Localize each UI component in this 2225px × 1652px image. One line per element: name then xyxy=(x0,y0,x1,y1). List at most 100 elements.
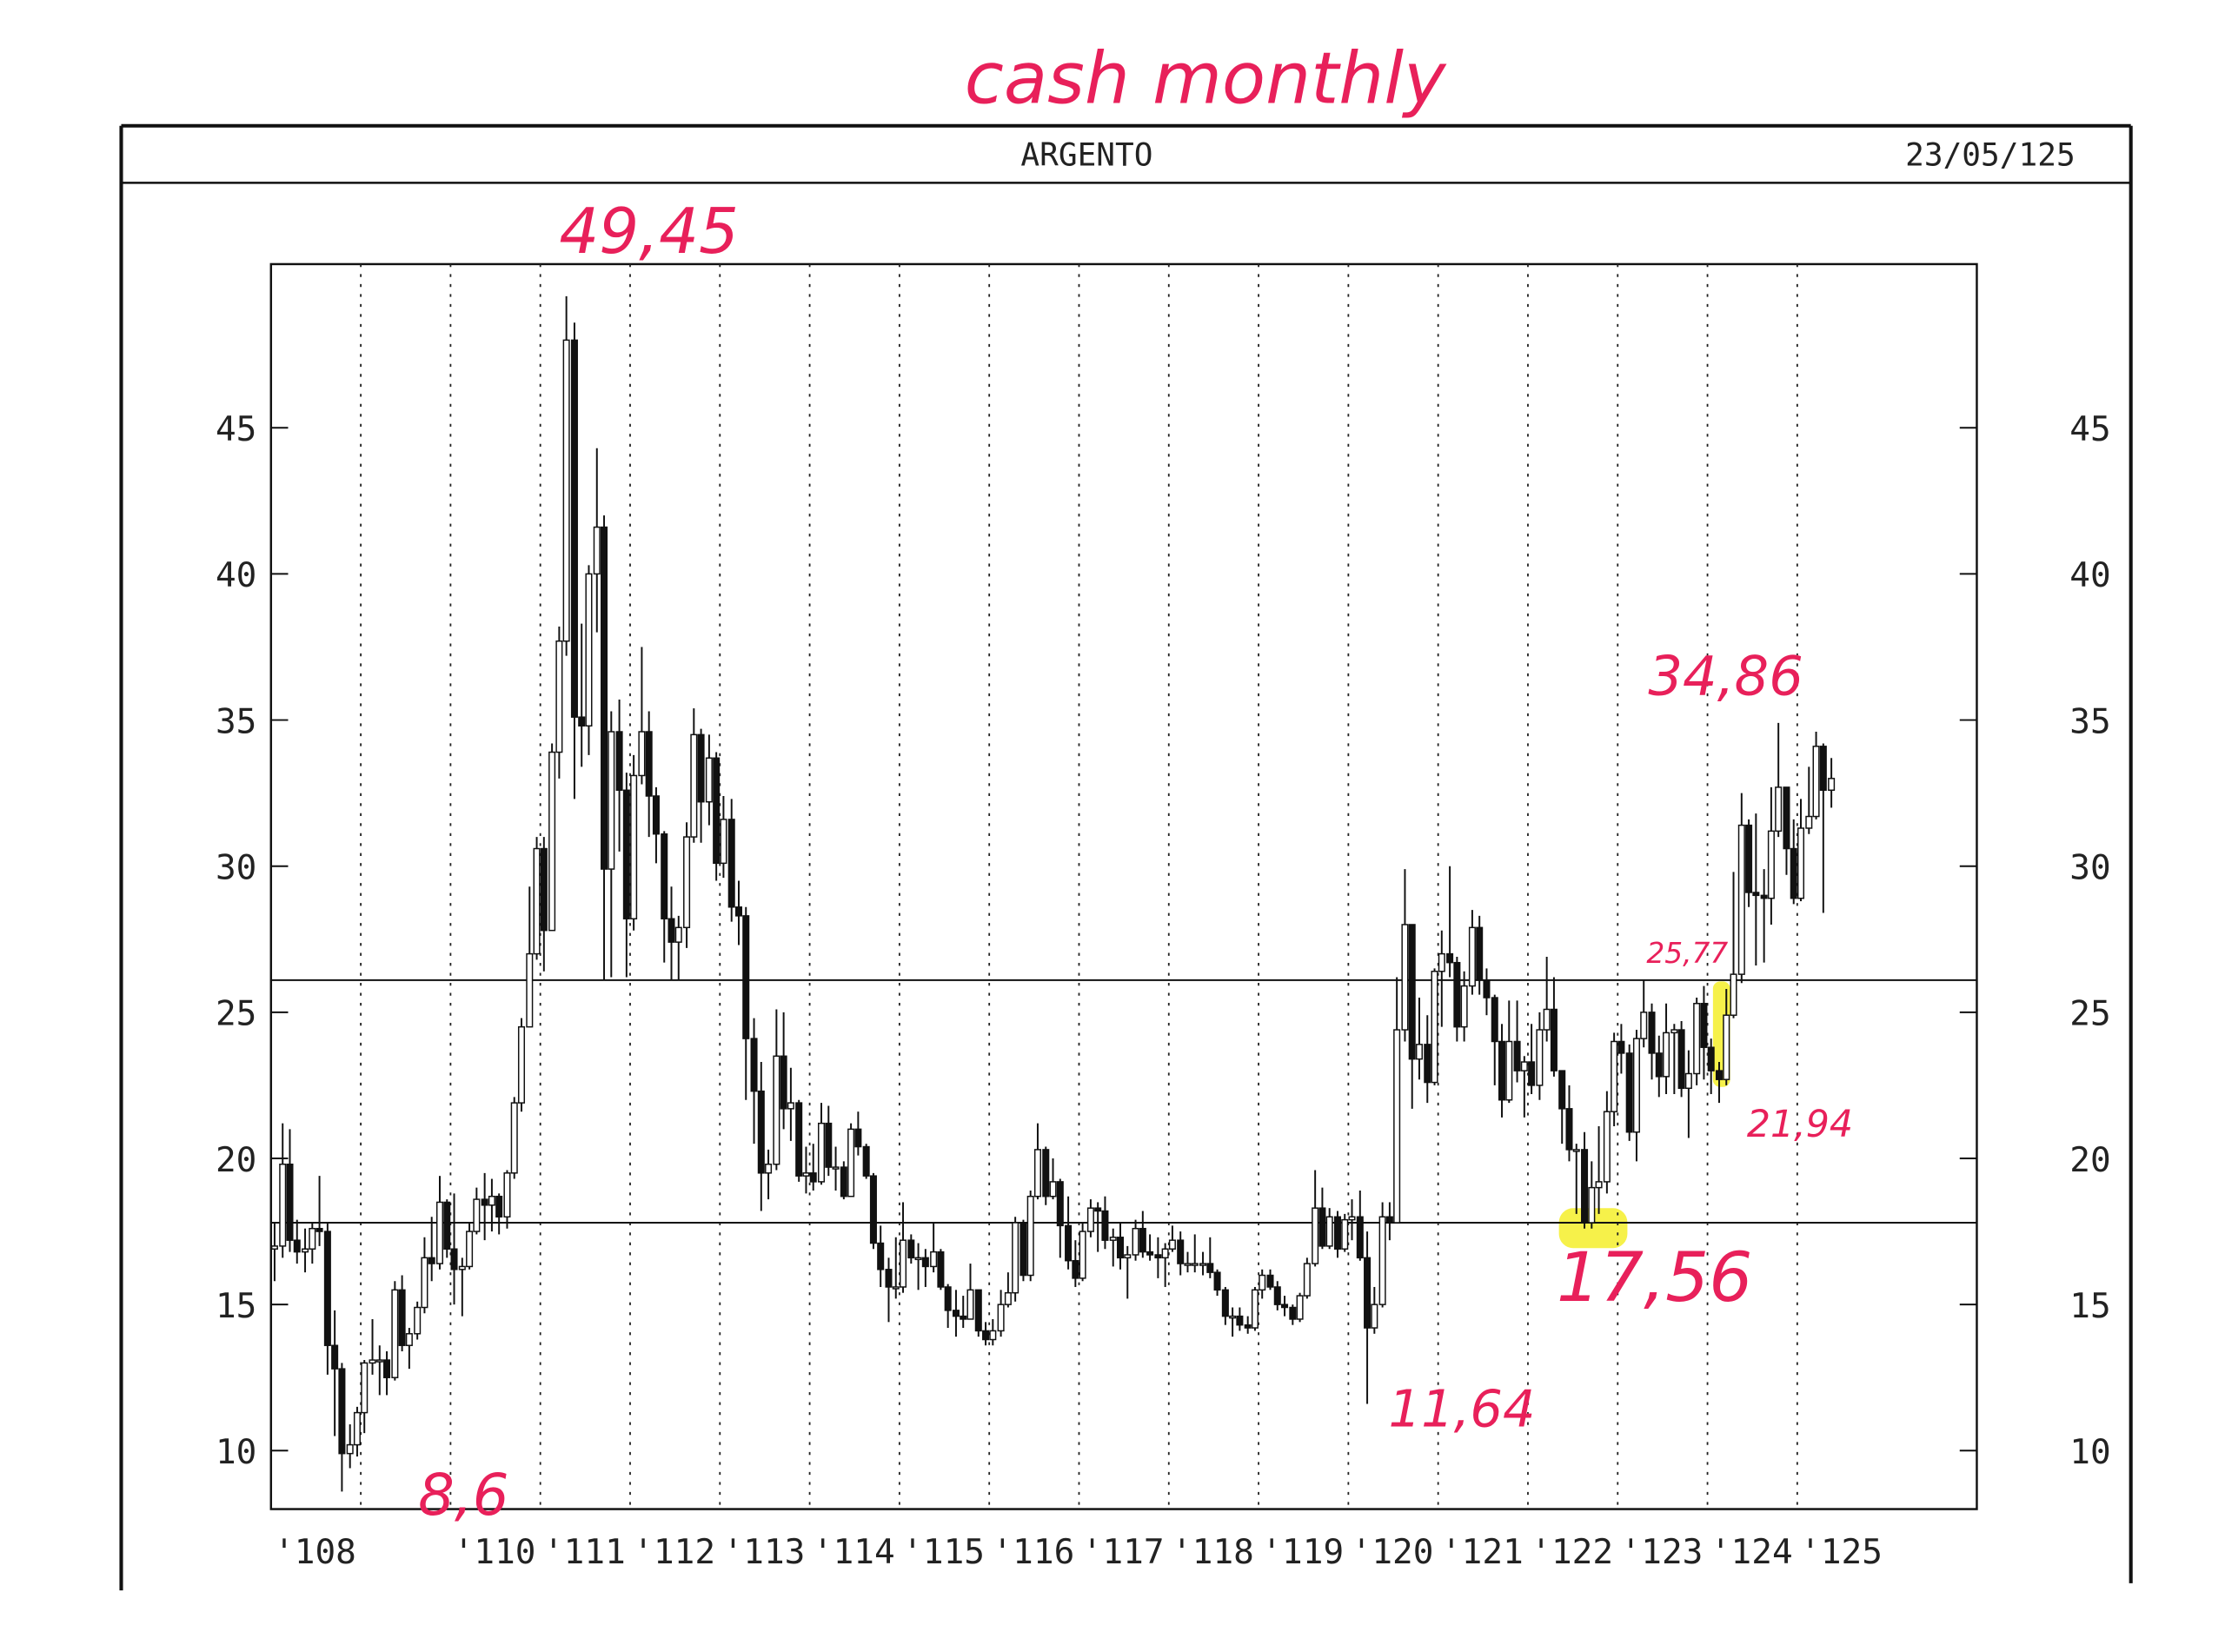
candle-body xyxy=(414,1306,422,1335)
y-tick-label: 30 xyxy=(216,847,256,887)
candle-body xyxy=(1191,1263,1199,1266)
annotation: 21,94 xyxy=(1747,1103,1853,1146)
candle-body xyxy=(661,833,668,919)
candle-body xyxy=(668,918,675,943)
candle-body xyxy=(1356,1216,1364,1259)
candle-body xyxy=(997,1304,1005,1332)
x-tick-label: '113 xyxy=(723,1532,806,1572)
highlight xyxy=(1558,1208,1628,1249)
candle-body xyxy=(1079,1231,1086,1279)
candle-body xyxy=(270,1245,278,1250)
candle-body xyxy=(885,1269,893,1288)
candle-body xyxy=(1715,1070,1724,1080)
candle-body xyxy=(286,1163,294,1241)
candle-body xyxy=(608,731,615,870)
candle-body xyxy=(727,819,735,908)
candle-body xyxy=(854,1128,862,1148)
candle-body xyxy=(674,926,682,943)
candle-body xyxy=(369,1359,376,1364)
candle-body xyxy=(526,952,534,1028)
candle-body xyxy=(1670,1029,1678,1034)
y-tick-label: 25 xyxy=(2069,994,2110,1034)
candle-body xyxy=(1281,1304,1289,1309)
candle-body xyxy=(1752,892,1760,897)
candle-body xyxy=(1049,1181,1057,1198)
candle-body xyxy=(540,847,548,932)
candle-body xyxy=(601,526,608,870)
candle-body xyxy=(1550,1008,1558,1071)
candle-body xyxy=(1677,1029,1685,1090)
candle-body xyxy=(952,1310,960,1317)
candle-body xyxy=(1572,1149,1580,1152)
x-tick-label: '125 xyxy=(1800,1532,1883,1572)
candle-body xyxy=(1325,1216,1333,1247)
candle-body xyxy=(960,1315,967,1320)
candle-body xyxy=(869,1175,877,1244)
candle-body xyxy=(1273,1286,1281,1305)
candle-body xyxy=(555,640,563,753)
candle-body xyxy=(383,1359,391,1378)
candle-body xyxy=(1094,1207,1102,1212)
x-tick-label: '115 xyxy=(902,1532,985,1572)
x-tick-label: '119 xyxy=(1261,1532,1344,1572)
candle-body xyxy=(989,1330,997,1341)
candle-body xyxy=(1760,894,1768,899)
candle-body xyxy=(1213,1271,1221,1291)
candle-body xyxy=(1655,1052,1663,1078)
candle-body xyxy=(1805,815,1813,829)
candle-body xyxy=(1101,1210,1109,1241)
candle-body xyxy=(713,757,721,865)
x-tick-label: '120 xyxy=(1352,1532,1434,1572)
y-tick-label: 15 xyxy=(2069,1286,2110,1326)
candle-body xyxy=(1783,786,1790,850)
candle-body xyxy=(1033,1149,1041,1198)
annotation: 49,45 xyxy=(559,196,739,269)
candle-body xyxy=(1296,1295,1304,1320)
candle-body xyxy=(817,1122,826,1183)
candle-body xyxy=(1528,1061,1536,1086)
candle-body xyxy=(1199,1263,1207,1266)
x-tick-label: '114 xyxy=(813,1532,895,1572)
candle-body xyxy=(1146,1251,1154,1256)
y-tick-label: 45 xyxy=(216,409,256,449)
candle-body xyxy=(1483,979,1491,998)
annotation: 11,64 xyxy=(1389,1378,1536,1438)
candle-body xyxy=(1737,824,1745,975)
candle-body xyxy=(503,1172,511,1217)
candle-body xyxy=(435,1201,444,1264)
candle-body xyxy=(1318,1207,1326,1247)
candle-body xyxy=(1341,1218,1349,1250)
candle-body xyxy=(966,1289,974,1320)
candle-body xyxy=(750,1038,758,1092)
candle-body xyxy=(645,731,653,797)
candle-body xyxy=(331,1344,339,1370)
candle-body xyxy=(1042,1149,1050,1198)
chart-date: 23/05/125 xyxy=(1905,136,2076,174)
candle-body xyxy=(652,795,660,835)
candle-body xyxy=(443,1201,451,1250)
candle-body xyxy=(825,1122,833,1168)
candle-body xyxy=(862,1145,870,1177)
candle-body xyxy=(1109,1237,1117,1241)
candle-body xyxy=(1819,746,1827,792)
x-tick-label: '117 xyxy=(1082,1532,1165,1572)
candle-body xyxy=(1684,1072,1692,1090)
candle-body xyxy=(1266,1274,1274,1288)
candle-body xyxy=(1693,1003,1701,1075)
y-tick-label: 25 xyxy=(216,994,256,1034)
candle-body xyxy=(937,1251,945,1288)
candle-body xyxy=(1124,1254,1132,1259)
candle-body xyxy=(1026,1195,1034,1277)
candle-body xyxy=(622,789,630,919)
candle-body xyxy=(921,1257,929,1268)
candle-body xyxy=(1745,824,1753,893)
y-tick-label: 30 xyxy=(2069,847,2110,887)
x-tick-label: '112 xyxy=(633,1532,715,1572)
x-tick-label: '111 xyxy=(543,1532,626,1572)
candle-body xyxy=(510,1102,518,1174)
candle-body xyxy=(705,757,713,803)
candle-body xyxy=(1797,827,1805,899)
candle-body xyxy=(974,1289,982,1332)
y-tick-label: 15 xyxy=(216,1286,256,1326)
